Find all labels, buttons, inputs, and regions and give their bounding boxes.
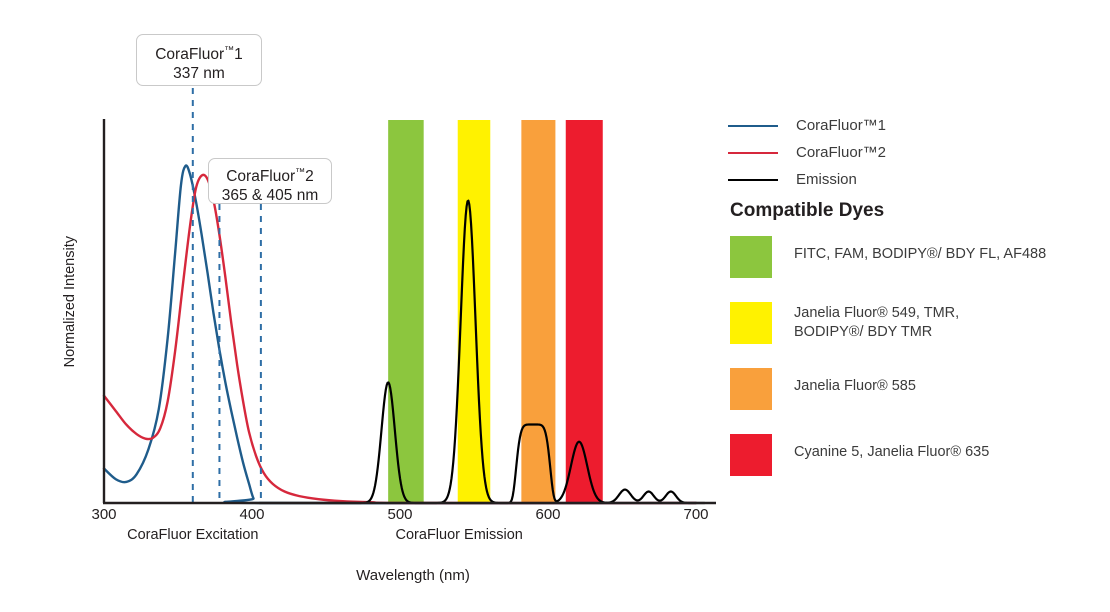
callout-corafluor2: CoraFluor™2 365 & 405 nm (208, 158, 332, 204)
yellow-band (457, 120, 491, 503)
callout1-name: CoraFluor (155, 46, 225, 64)
compatible-dyes-list: FITC, FAM, BODIPY®/ BDY FL, AF488 Janelia… (730, 236, 1100, 500)
dye-label: Janelia Fluor® 549, TMR, BODIPY®/ BDY TM… (794, 305, 960, 340)
dye-color-swatch (730, 302, 772, 344)
red-band (565, 120, 603, 503)
legend-item-0: CoraFluor™1 (728, 112, 1088, 139)
callout1-tm: ™ (224, 45, 235, 56)
x-axis-sublabel-excitation: CoraFluor Excitation (127, 527, 259, 543)
callout2-num: 2 (305, 168, 314, 186)
dye-label: Cyanine 5, Janelia Fluor® 635 (794, 444, 990, 460)
series-legend: CoraFluor™1 CoraFluor™2 Emission (728, 112, 1088, 193)
callout-corafluor1-title: CoraFluor™1 (149, 41, 249, 64)
callout1-num: 1 (234, 46, 243, 64)
x-tick-300: 300 (91, 506, 117, 523)
orange-band (521, 120, 556, 503)
callout-corafluor2-value: 365 & 405 nm (221, 187, 319, 205)
callout2-name: CoraFluor (226, 168, 296, 186)
dye-color-swatch (730, 368, 772, 410)
compatible-dyes-title: Compatible Dyes (730, 200, 885, 221)
dye-label: Janelia Fluor® 585 (794, 378, 916, 394)
x-axis-sublabel-emission: CoraFluor Emission (395, 527, 523, 543)
x-tick-500: 500 (387, 506, 413, 523)
callout-corafluor1: CoraFluor™1 337 nm (136, 34, 262, 86)
legend-label: CoraFluor™1 (796, 117, 887, 134)
x-tick-600: 600 (535, 506, 561, 523)
curve-corafluor1 (102, 164, 698, 505)
dye-item-1: Janelia Fluor® 549, TMR, BODIPY®/ BDY TM… (730, 302, 1100, 344)
callout2-tm: ™ (295, 167, 306, 178)
legend-line-swatch (728, 178, 778, 181)
callout-corafluor1-value: 337 nm (173, 65, 225, 83)
x-tick-700: 700 (683, 506, 709, 523)
legend-label: Emission (796, 171, 857, 188)
legend-line-swatch (728, 151, 778, 154)
dye-color-swatch (730, 236, 772, 278)
y-axis-title: Normalized Intensity (62, 236, 78, 368)
x-tick-400: 400 (239, 506, 265, 523)
dye-item-2: Janelia Fluor® 585 (730, 368, 1100, 410)
legend-line-swatch (728, 124, 778, 127)
legend-label: CoraFluor™2 (796, 144, 887, 161)
callout-corafluor2-title: CoraFluor™2 (221, 163, 319, 186)
legend-item-1: CoraFluor™2 (728, 139, 1088, 166)
legend-item-2: Emission (728, 166, 1088, 193)
x-axis-title: Wavelength (nm) (356, 567, 470, 584)
dye-label: FITC, FAM, BODIPY®/ BDY FL, AF488 (794, 246, 1047, 262)
green-band (388, 120, 424, 503)
dye-color-swatch (730, 434, 772, 476)
dye-item-0: FITC, FAM, BODIPY®/ BDY FL, AF488 (730, 236, 1100, 278)
curve-corafluor2 (102, 173, 698, 505)
dye-item-3: Cyanine 5, Janelia Fluor® 635 (730, 434, 1100, 476)
